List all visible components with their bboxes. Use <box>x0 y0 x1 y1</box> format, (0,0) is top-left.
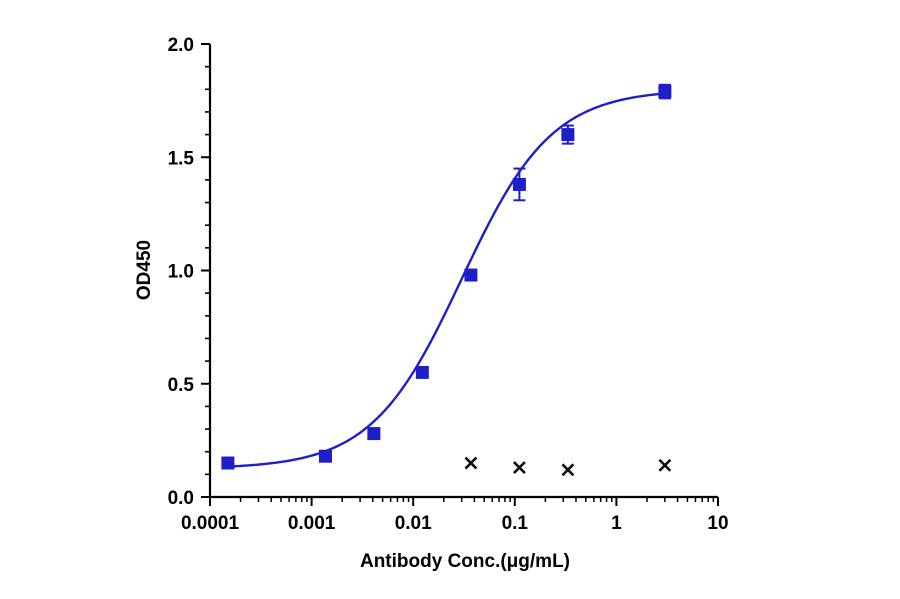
data-point <box>561 128 575 142</box>
x-tick-label: 0.001 <box>288 513 336 534</box>
data-point <box>367 427 381 441</box>
y-tick-label: 1.5 <box>168 148 195 169</box>
x-tick-label: 0.01 <box>395 513 432 534</box>
data-point <box>221 456 235 470</box>
x-marker-stroke <box>464 456 478 470</box>
data-point-x-marker <box>658 458 672 472</box>
x-marker-stroke <box>512 461 526 474</box>
x-axis-title: Antibody Conc.(μg/mL) <box>360 551 570 572</box>
y-tick-label: 0.0 <box>168 488 194 509</box>
data-point <box>318 449 332 463</box>
data-point <box>415 365 429 379</box>
axes: 0.0 0.5 1.0 1.5 2.0 0.0001 0.001 0.01 0.1 1 10 <box>168 35 729 534</box>
data-point-x-marker <box>464 456 478 470</box>
data-point-x-marker <box>512 461 526 474</box>
x-marker-stroke <box>561 463 575 477</box>
data-point <box>512 177 526 191</box>
y-tick-label: 1.0 <box>168 262 194 283</box>
x-tick-label: 1 <box>611 513 622 534</box>
y-tick-label: 2.0 <box>168 35 194 56</box>
x-tick-label: 0.1 <box>502 513 529 534</box>
data-point <box>658 85 672 99</box>
x-tick-label: 0.0001 <box>181 513 240 534</box>
x-tick-label: 10 <box>707 513 728 534</box>
y-tick-label: 0.5 <box>168 375 195 396</box>
fit-curve <box>227 92 665 468</box>
y-axis-title: OD450 <box>134 240 155 300</box>
x-marker-stroke <box>658 458 672 472</box>
data-point <box>464 268 478 282</box>
fit-curve-layer <box>227 92 665 468</box>
data-points-layer <box>221 83 672 477</box>
data-point-x-marker <box>561 463 575 477</box>
